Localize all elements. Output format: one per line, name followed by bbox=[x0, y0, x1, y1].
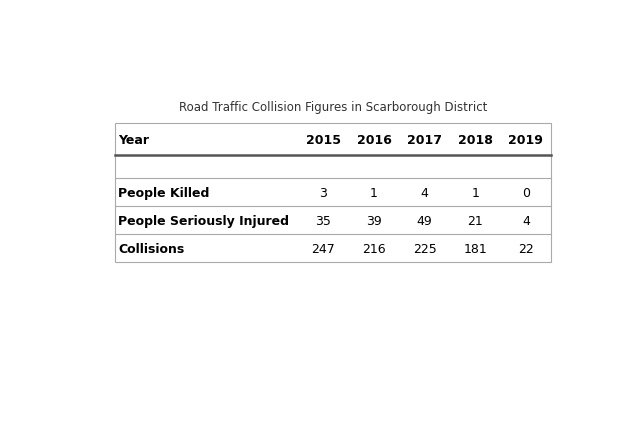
Text: 2018: 2018 bbox=[458, 133, 493, 146]
Text: 216: 216 bbox=[362, 242, 386, 255]
Text: Year: Year bbox=[118, 133, 149, 146]
Text: 1: 1 bbox=[471, 187, 479, 199]
Text: 4: 4 bbox=[522, 214, 530, 227]
Text: 2019: 2019 bbox=[508, 133, 543, 146]
Text: 225: 225 bbox=[413, 242, 436, 255]
Text: 39: 39 bbox=[366, 214, 382, 227]
Text: 2016: 2016 bbox=[356, 133, 392, 146]
Text: Collisions: Collisions bbox=[118, 242, 184, 255]
Text: 22: 22 bbox=[518, 242, 534, 255]
Text: 0: 0 bbox=[522, 187, 530, 199]
Text: People Killed: People Killed bbox=[118, 187, 209, 199]
Text: 3: 3 bbox=[319, 187, 327, 199]
Text: 49: 49 bbox=[417, 214, 433, 227]
Text: 21: 21 bbox=[467, 214, 483, 227]
Text: 2015: 2015 bbox=[306, 133, 341, 146]
Text: 1: 1 bbox=[370, 187, 378, 199]
Text: 181: 181 bbox=[463, 242, 487, 255]
Text: Road Traffic Collision Figures in Scarborough District: Road Traffic Collision Figures in Scarbo… bbox=[179, 101, 487, 113]
Text: 2017: 2017 bbox=[407, 133, 442, 146]
Text: 4: 4 bbox=[420, 187, 429, 199]
Text: 35: 35 bbox=[316, 214, 332, 227]
Text: 247: 247 bbox=[312, 242, 335, 255]
Text: People Seriously Injured: People Seriously Injured bbox=[118, 214, 289, 227]
